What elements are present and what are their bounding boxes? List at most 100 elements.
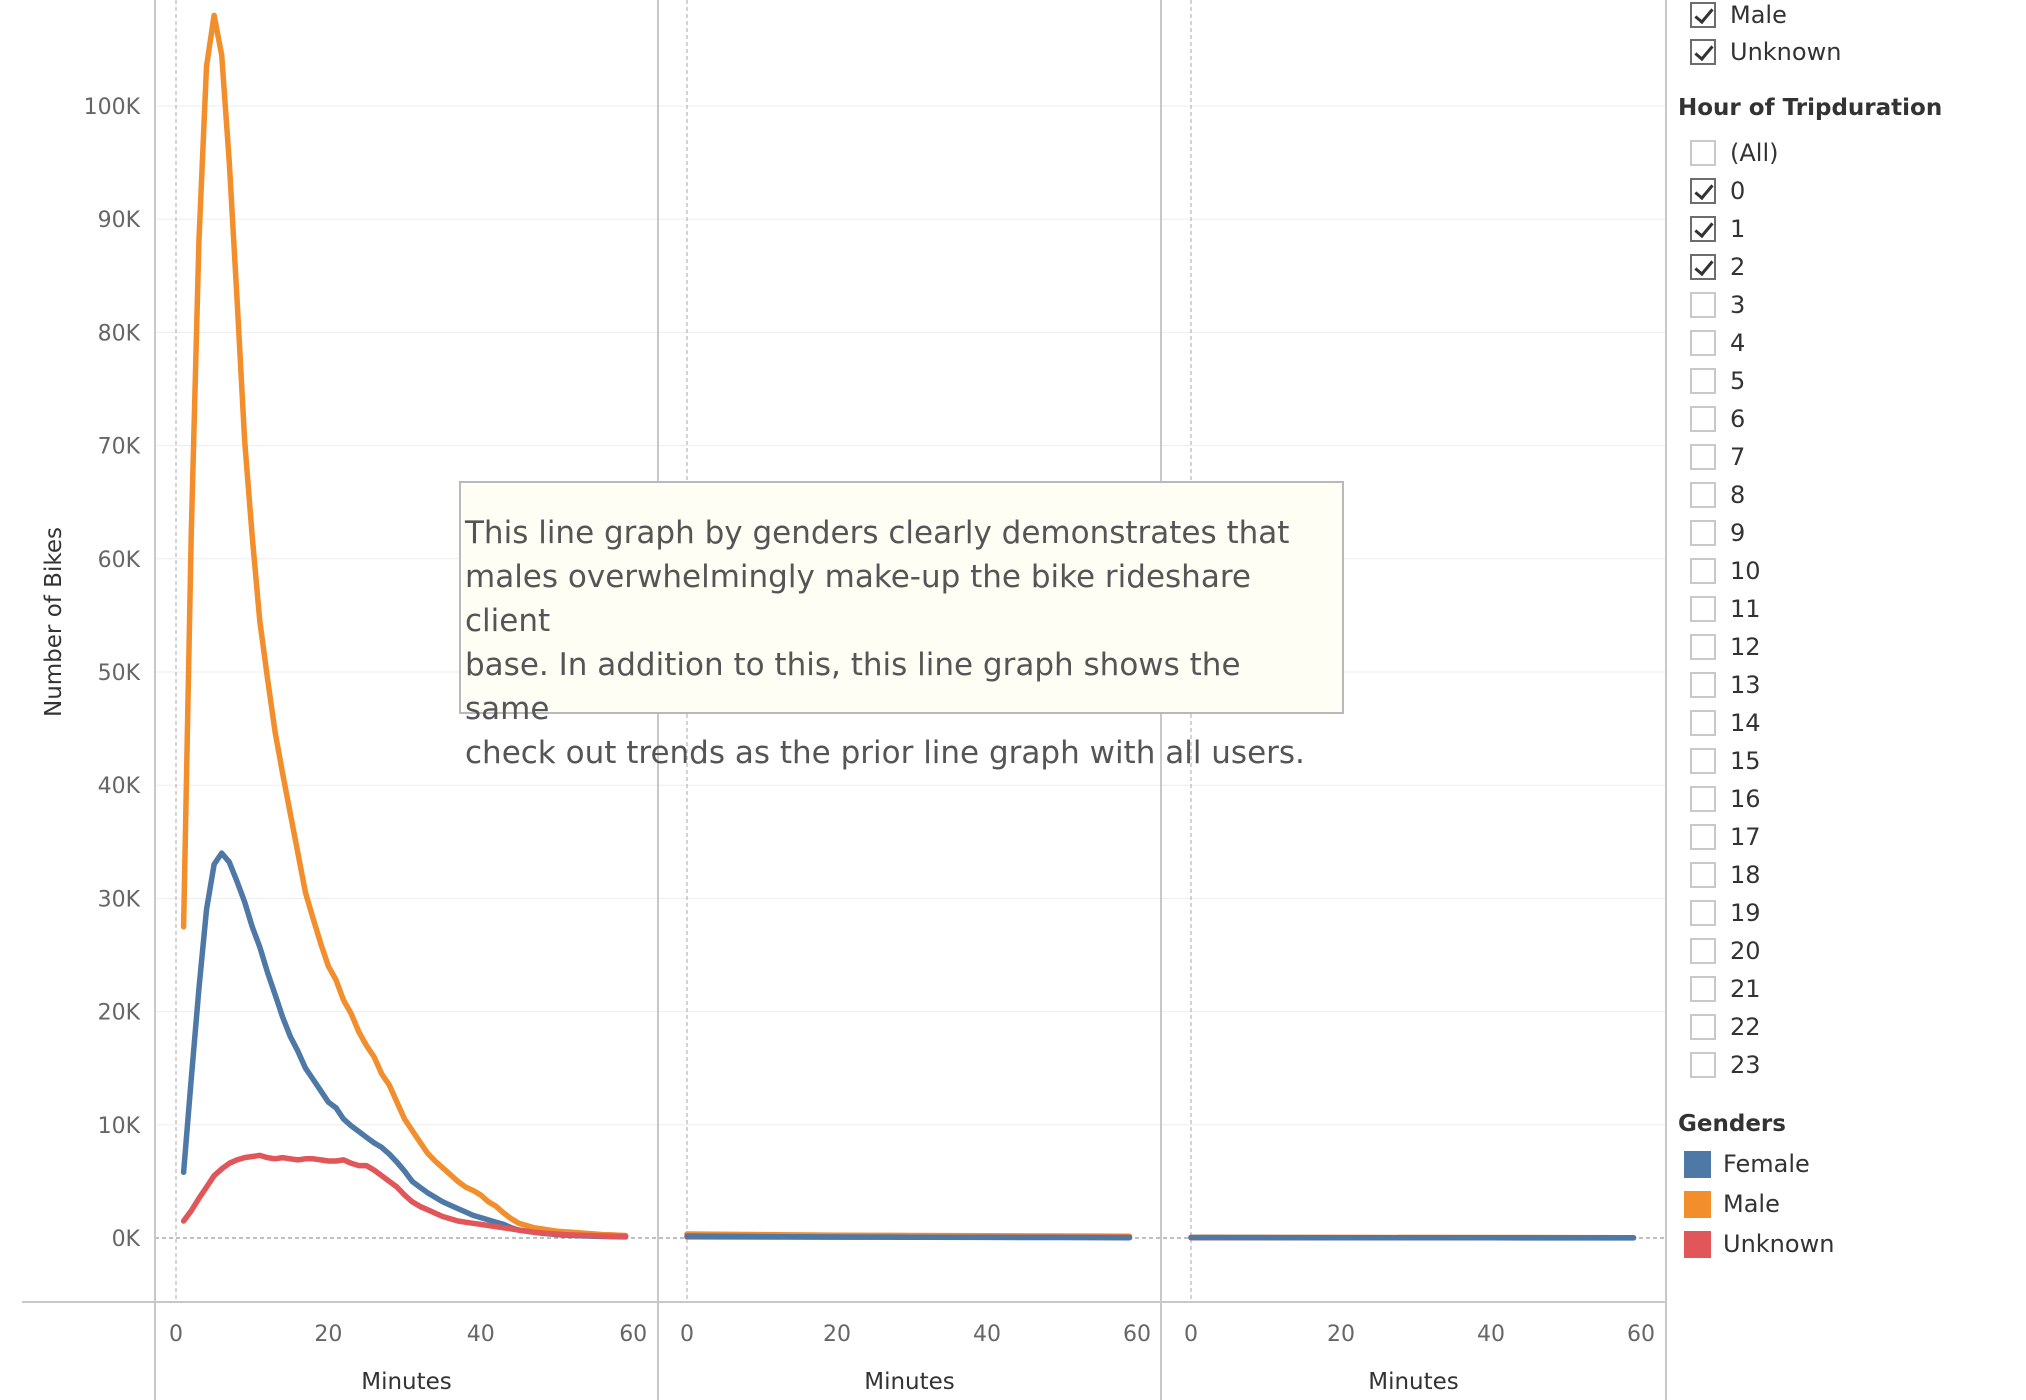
checkbox[interactable] bbox=[1690, 2, 1716, 28]
x-tick-label: 60 bbox=[1123, 1322, 1151, 1347]
legend-item[interactable]: Female bbox=[1684, 1149, 1810, 1179]
filter-item-label: 4 bbox=[1730, 329, 1746, 357]
filter-item[interactable]: 3 bbox=[1690, 290, 1745, 320]
filter-item[interactable]: 6 bbox=[1690, 404, 1745, 434]
checkbox[interactable] bbox=[1690, 786, 1716, 812]
filter-item[interactable]: 23 bbox=[1690, 1050, 1761, 1080]
checkbox[interactable] bbox=[1690, 900, 1716, 926]
x-tick-label: 60 bbox=[1627, 1322, 1655, 1347]
filter-item[interactable]: 18 bbox=[1690, 860, 1761, 890]
filter-item[interactable]: 22 bbox=[1690, 1012, 1761, 1042]
checkbox[interactable] bbox=[1690, 216, 1716, 242]
filter-item-label: Male bbox=[1730, 1, 1787, 29]
checkbox[interactable] bbox=[1690, 862, 1716, 888]
series-line-male[interactable] bbox=[180, 12, 629, 1239]
filter-item[interactable]: 15 bbox=[1690, 746, 1761, 776]
filter-item[interactable]: 10 bbox=[1690, 556, 1761, 586]
legend-swatch bbox=[1684, 1190, 1711, 1218]
filter-item-label: 18 bbox=[1730, 861, 1761, 889]
y-tick-label: 20K bbox=[98, 1001, 141, 1026]
filter-item[interactable]: 14 bbox=[1690, 708, 1761, 738]
checkbox[interactable] bbox=[1690, 634, 1716, 660]
x-axis-ticks: 0 20 40 60 0 20 40 60 0 20 40 60 bbox=[169, 1322, 1655, 1347]
series-layer bbox=[180, 12, 1637, 1241]
y-tick-label: 70K bbox=[98, 435, 141, 460]
filter-item[interactable]: 1 bbox=[1690, 214, 1745, 244]
legend-item[interactable]: Unknown bbox=[1684, 1229, 1834, 1259]
filter-item[interactable]: 19 bbox=[1690, 898, 1761, 928]
x-tick-label: 20 bbox=[1327, 1322, 1355, 1347]
checkbox[interactable] bbox=[1690, 672, 1716, 698]
filter-item[interactable]: 20 bbox=[1690, 936, 1761, 966]
filter-item-label: 11 bbox=[1730, 595, 1761, 623]
filter-item[interactable]: (All) bbox=[1690, 138, 1778, 168]
y-tick-label: 40K bbox=[98, 774, 141, 799]
filter-item[interactable]: 5 bbox=[1690, 366, 1745, 396]
checkbox[interactable] bbox=[1690, 482, 1716, 508]
filter-item-label: 6 bbox=[1730, 405, 1746, 433]
filter-item[interactable]: 21 bbox=[1690, 974, 1761, 1004]
filter-item-label: 10 bbox=[1730, 557, 1761, 585]
filter-item[interactable]: 8 bbox=[1690, 480, 1745, 510]
checkbox[interactable] bbox=[1690, 558, 1716, 584]
filter-item[interactable]: 7 bbox=[1690, 442, 1745, 472]
checkbox[interactable] bbox=[1690, 710, 1716, 736]
y-tick-label: 30K bbox=[98, 887, 141, 912]
checkbox[interactable] bbox=[1690, 406, 1716, 432]
checkbox[interactable] bbox=[1690, 178, 1716, 204]
annotation-line: males overwhelmingly make-up the bike ri… bbox=[465, 559, 1251, 639]
checkbox[interactable] bbox=[1690, 1052, 1716, 1078]
filter-item[interactable]: 9 bbox=[1690, 518, 1745, 548]
checkbox[interactable] bbox=[1690, 824, 1716, 850]
legend-label: Female bbox=[1723, 1150, 1810, 1178]
checkbox[interactable] bbox=[1690, 520, 1716, 546]
filter-item-label: 22 bbox=[1730, 1013, 1761, 1041]
filter-item[interactable]: 16 bbox=[1690, 784, 1761, 814]
y-axis-title: Number of Bikes bbox=[41, 527, 67, 717]
filter-item[interactable]: 0 bbox=[1690, 176, 1745, 206]
filter-item[interactable]: 13 bbox=[1690, 670, 1761, 700]
checkbox[interactable] bbox=[1690, 368, 1716, 394]
filter-item[interactable]: 17 bbox=[1690, 822, 1761, 852]
checkbox[interactable] bbox=[1690, 596, 1716, 622]
checkbox[interactable] bbox=[1690, 140, 1716, 166]
filter-item[interactable]: 12 bbox=[1690, 632, 1761, 662]
checkbox[interactable] bbox=[1690, 39, 1716, 65]
filter-item[interactable]: 4 bbox=[1690, 328, 1745, 358]
filter-item[interactable]: Unknown bbox=[1690, 37, 1841, 67]
filter-item-label: 14 bbox=[1730, 709, 1761, 737]
filter-item-label: 15 bbox=[1730, 747, 1761, 775]
checkbox[interactable] bbox=[1690, 976, 1716, 1002]
series-line-female[interactable] bbox=[684, 1233, 1133, 1241]
filter-item-label: 8 bbox=[1730, 481, 1746, 509]
x-tick-label: 40 bbox=[973, 1322, 1001, 1347]
series-line-female[interactable] bbox=[180, 850, 629, 1240]
filter-item[interactable]: 11 bbox=[1690, 594, 1761, 624]
hour-filter-title: Hour of Tripduration bbox=[1678, 95, 1943, 121]
filter-item-label: 13 bbox=[1730, 671, 1761, 699]
y-tick-label: 60K bbox=[98, 548, 141, 573]
checkbox[interactable] bbox=[1690, 254, 1716, 280]
series-line-unknown[interactable] bbox=[180, 1152, 629, 1240]
x-axis-title: Minutes bbox=[1368, 1369, 1459, 1395]
filter-item-label: 3 bbox=[1730, 291, 1746, 319]
x-tick-label: 40 bbox=[1477, 1322, 1505, 1347]
checkbox[interactable] bbox=[1690, 1014, 1716, 1040]
y-tick-label: 0K bbox=[112, 1227, 141, 1252]
y-tick-label: 10K bbox=[98, 1114, 141, 1139]
legend-swatch bbox=[1684, 1230, 1711, 1258]
legend-swatch bbox=[1684, 1150, 1711, 1178]
x-tick-label: 40 bbox=[467, 1322, 495, 1347]
annotation-line: check out trends as the prior line graph… bbox=[465, 735, 1305, 771]
x-tick-label: 60 bbox=[619, 1322, 647, 1347]
filter-item[interactable]: 2 bbox=[1690, 252, 1745, 282]
checkbox[interactable] bbox=[1690, 938, 1716, 964]
checkbox[interactable] bbox=[1690, 330, 1716, 356]
checkbox[interactable] bbox=[1690, 292, 1716, 318]
legend-item[interactable]: Male bbox=[1684, 1189, 1780, 1219]
checkbox[interactable] bbox=[1690, 444, 1716, 470]
checkbox[interactable] bbox=[1690, 748, 1716, 774]
filter-item[interactable]: Male bbox=[1690, 0, 1787, 30]
filter-item-label: 21 bbox=[1730, 975, 1761, 1003]
filter-item-label: 7 bbox=[1730, 443, 1746, 471]
